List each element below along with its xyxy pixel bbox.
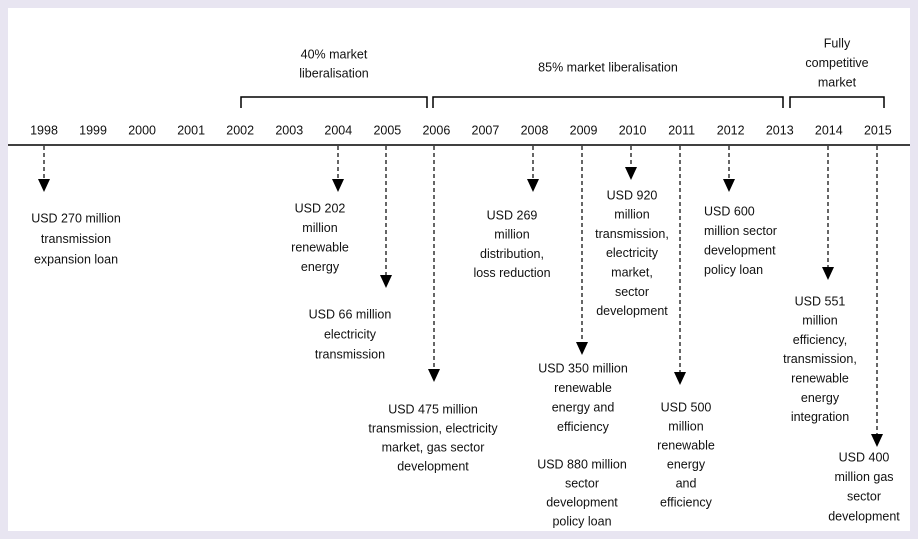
loan-label: sector (847, 490, 881, 504)
arrow-head (380, 275, 392, 288)
arrow-head (332, 179, 344, 192)
arrow-head (822, 267, 834, 280)
loan-label: energy (801, 391, 840, 405)
loan-label: integration (791, 410, 849, 424)
loan-label: USD 269 (487, 208, 538, 222)
year-label: 2012 (717, 123, 745, 137)
loan-label: loss reduction (473, 266, 550, 280)
loan-label: electricity (324, 327, 377, 341)
arrow-head (576, 342, 588, 355)
year-label: 1998 (30, 123, 58, 137)
year-label: 2007 (472, 123, 500, 137)
loan-label: and (676, 476, 697, 490)
loan-label: policy loan (704, 263, 763, 277)
year-label: 2005 (373, 123, 401, 137)
year-label: 2000 (128, 123, 156, 137)
loan-label: USD 920 (607, 188, 658, 202)
loan-label: renewable (291, 240, 349, 254)
loan-label: USD 551 (795, 294, 846, 308)
arrow-head (527, 179, 539, 192)
loan-label: USD 400 (839, 450, 890, 464)
arrow-head (625, 167, 637, 180)
loan-label: efficiency (660, 495, 713, 509)
year-label: 2014 (815, 123, 843, 137)
loan-label: expansion loan (34, 252, 118, 266)
loan-label: USD 475 million (388, 402, 478, 416)
loan-label: development (596, 304, 668, 318)
loan-label: USD 880 million (537, 457, 627, 471)
loan-label: sector (565, 476, 599, 490)
year-label: 2006 (422, 123, 450, 137)
arrow-head (871, 434, 883, 447)
loan-label: market, gas sector (382, 440, 485, 454)
loan-label: transmission, (783, 352, 857, 366)
loan-label: USD 350 million (538, 361, 628, 375)
loan-label: million (302, 221, 337, 235)
phase-label: 40% market (301, 47, 368, 61)
phase-bracket (789, 96, 885, 108)
loan-label: development (828, 509, 900, 523)
loan-label: energy (301, 260, 340, 274)
year-label: 2001 (177, 123, 205, 137)
phase-label: competitive (805, 56, 868, 70)
loan-label: USD 600 (704, 204, 755, 218)
loan-label: transmission, (595, 227, 669, 241)
year-label: 2004 (324, 123, 352, 137)
loan-label: policy loan (552, 514, 611, 528)
year-label: 2008 (521, 123, 549, 137)
loan-label: renewable (791, 371, 849, 385)
phase-label: Fully (824, 36, 851, 50)
loan-label: distribution, (480, 247, 544, 261)
year-label: 2010 (619, 123, 647, 137)
loan-label: efficiency (557, 420, 610, 434)
loan-label: development (397, 459, 469, 473)
year-label: 1999 (79, 123, 107, 137)
loan-label: million (494, 228, 529, 242)
loan-label: development (546, 495, 618, 509)
arrow-head (674, 372, 686, 385)
loan-label: million sector (704, 224, 777, 238)
loan-label: USD 66 million (309, 307, 392, 321)
phase-bracket (432, 96, 784, 108)
loan-label: transmission, electricity (368, 421, 498, 435)
loan-label: energy (667, 457, 706, 471)
phase-label: liberalisation (299, 66, 369, 80)
year-label: 2013 (766, 123, 794, 137)
loan-label: market, (611, 265, 653, 279)
loan-label: renewable (554, 381, 612, 395)
loan-label: electricity (606, 246, 659, 260)
loan-label: efficiency, (793, 333, 847, 347)
year-label: 2011 (668, 123, 695, 137)
year-label: 2015 (864, 123, 892, 137)
phase-bracket (240, 96, 428, 108)
loan-label: USD 500 (661, 400, 712, 414)
arrow-head (38, 179, 50, 192)
arrow-head (428, 369, 440, 382)
loan-label: million (802, 314, 837, 328)
year-label: 2009 (570, 123, 598, 137)
year-label: 2002 (226, 123, 254, 137)
loan-label: transmission (41, 232, 111, 246)
arrow-head (723, 179, 735, 192)
loan-label: USD 202 (295, 201, 346, 215)
panel (8, 8, 910, 531)
year-label: 2003 (275, 123, 303, 137)
loan-label: million gas (834, 470, 893, 484)
phase-label: 85% market liberalisation (538, 60, 678, 74)
loan-label: USD 270 million (31, 211, 121, 225)
loan-label: million (614, 208, 649, 222)
loan-label: energy and (552, 400, 615, 414)
loan-label: transmission (315, 347, 385, 361)
loan-label: development (704, 243, 776, 257)
loan-label: renewable (657, 438, 715, 452)
loan-label: million (668, 419, 703, 433)
loan-label: sector (615, 285, 649, 299)
phase-label: market (818, 75, 857, 89)
